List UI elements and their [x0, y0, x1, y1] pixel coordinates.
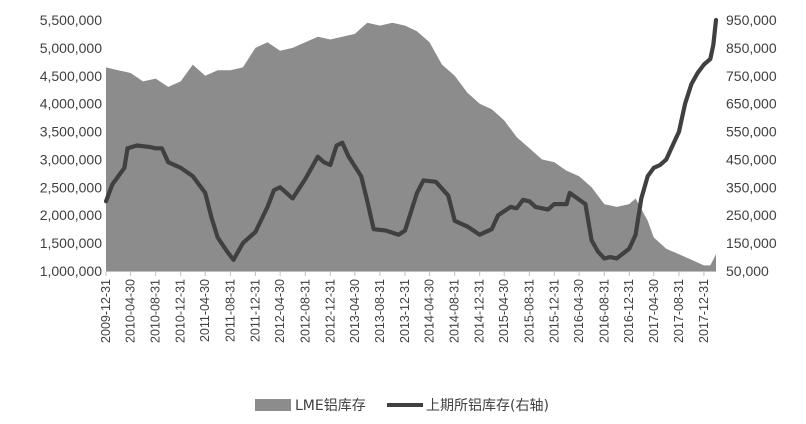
- y-right-tick-label: 50,000: [726, 263, 769, 279]
- x-tick-label: 2010-08-31: [149, 279, 163, 343]
- right-axis-ticks: 50,000 150,000 250,000 350,000 450,000 550,00…: [726, 12, 777, 279]
- y-right-tick-label: 550,000: [726, 124, 777, 140]
- x-tick-label: 2015-04-30: [497, 279, 511, 343]
- x-tick-label: 2012-08-31: [298, 279, 312, 343]
- lme-area: [106, 22, 716, 271]
- x-tick-label: 2011-12-31: [248, 279, 262, 342]
- x-tick-label: 2013-04-30: [348, 279, 362, 343]
- y-right-tick-label: 150,000: [726, 235, 777, 251]
- x-tick-label: 2010-04-30: [124, 279, 138, 343]
- x-tick-label: 2016-04-30: [572, 279, 586, 343]
- y-right-tick-label: 750,000: [726, 68, 777, 84]
- x-axis-ticks: 2009-12-31 2010-04-30 2010-08-31 2010-12-31…: [99, 271, 711, 343]
- y-left-tick-label: 5,500,000: [40, 12, 102, 28]
- left-axis-ticks: 1,000,000 1,500,000 2,000,000 2,500,000 3,00…: [40, 12, 102, 279]
- y-left-tick-label: 3,500,000: [40, 124, 102, 140]
- x-tick-label: 2012-04-30: [273, 279, 287, 343]
- x-tick-label: 2016-08-31: [597, 279, 611, 343]
- x-tick-label: 2014-08-31: [448, 279, 462, 343]
- legend-label-shfe: 上期所铝库存(右轴): [426, 398, 549, 414]
- x-tick-label: 2016-12-31: [622, 279, 636, 343]
- y-right-tick-label: 650,000: [726, 96, 777, 112]
- y-left-tick-label: 1,000,000: [40, 263, 102, 279]
- shfe-line: [103, 17, 719, 262]
- x-tick-label: 2011-08-31: [223, 279, 237, 342]
- x-tick-label: 2009-12-31: [99, 279, 113, 343]
- y-right-tick-label: 350,000: [726, 179, 777, 195]
- x-tick-label: 2014-04-30: [423, 279, 437, 343]
- shfe-line-layer: [103, 17, 719, 262]
- y-right-tick-label: 850,000: [726, 40, 777, 56]
- x-tick-label: 2014-12-31: [473, 279, 487, 343]
- lme-area-layer: [106, 22, 716, 271]
- legend-label-lme: LME铝库存: [295, 398, 366, 414]
- y-right-tick-label: 450,000: [726, 151, 777, 167]
- y-right-tick-label: 950,000: [726, 12, 777, 28]
- x-tick-label: 2013-08-31: [373, 279, 387, 343]
- y-right-tick-label: 250,000: [726, 207, 777, 223]
- x-tick-label: 2017-04-30: [647, 279, 661, 343]
- x-tick-label: 2011-04-30: [198, 279, 212, 342]
- y-left-tick-label: 1,500,000: [40, 235, 102, 251]
- legend: LME铝库存 上期所铝库存(右轴): [255, 398, 549, 414]
- y-left-tick-label: 2,500,000: [40, 179, 102, 195]
- y-left-tick-label: 3,000,000: [40, 151, 102, 167]
- legend-swatch-lme: [255, 399, 291, 411]
- y-left-tick-label: 5,000,000: [40, 40, 102, 56]
- y-left-tick-label: 2,000,000: [40, 207, 102, 223]
- y-left-tick-label: 4,500,000: [40, 68, 102, 84]
- x-tick-label: 2013-12-31: [398, 279, 412, 343]
- x-tick-label: 2015-12-31: [547, 279, 561, 343]
- x-tick-label: 2015-08-31: [522, 279, 536, 343]
- y-left-tick-label: 4,000,000: [40, 96, 102, 112]
- x-tick-label: 2017-12-31: [697, 279, 711, 343]
- x-tick-label: 2010-12-31: [174, 279, 188, 343]
- x-tick-label: 2012-12-31: [323, 279, 337, 343]
- x-tick-label: 2017-08-31: [672, 279, 686, 343]
